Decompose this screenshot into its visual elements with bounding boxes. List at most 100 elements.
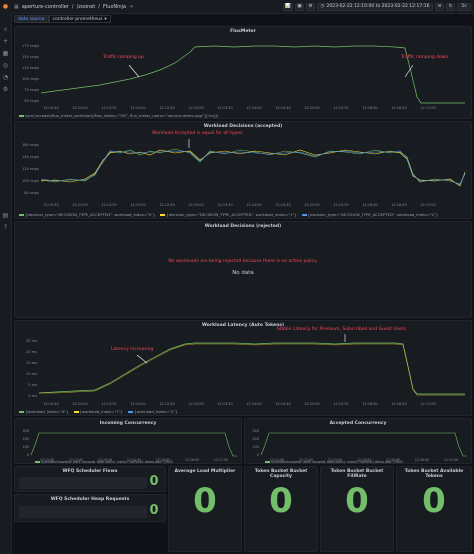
panel-workload-accepted[interactable]: Workload Decisions (accepted) 80 req/s 1… [14, 121, 472, 219]
legend: sum(rate(incoming_work_seconds_total{pol… [35, 460, 173, 463]
legend-item[interactable]: {workload_index="1"} [73, 409, 123, 414]
x-tick-label: 12:13:00 [98, 458, 112, 462]
legend-item[interactable]: {decision_type="DECISION_TYPE_ACCEPTED",… [301, 212, 438, 217]
panel-wfq-scheduler-flows[interactable]: WFQ Scheduler Flows 0 [14, 466, 166, 492]
help-icon[interactable]: ? [3, 224, 8, 231]
x-tick-label: 12:17:00 [420, 203, 435, 207]
x-tick-label: 12:10:30 [43, 402, 58, 406]
add-panel-button[interactable]: 📊 [283, 2, 293, 11]
fluxmeter-series-line [40, 45, 465, 104]
gridlines [39, 340, 465, 397]
x-tick-label: 12:15:00 [304, 106, 319, 110]
stat-value: 0 [345, 481, 369, 521]
stat-value: 0 [422, 481, 446, 521]
grafana-logo-icon[interactable]: ● [2, 3, 9, 10]
legend: sum(rate(accepted_work_seconds_total{pol… [265, 460, 403, 463]
panel-workload-rejected[interactable]: Workload Decisions (rejected) No workloa… [14, 221, 472, 318]
x-tick-label: 12:15:00 [304, 203, 319, 207]
y-tick-label: 0 ms [28, 394, 37, 398]
stat-value: 0 [149, 503, 159, 518]
legend-item[interactable]: sum(rate(incoming_work_seconds_total{pol… [35, 460, 173, 463]
search-icon[interactable]: ⌕ [3, 25, 8, 33]
legend-item[interactable]: sum(rate(accepted_work_seconds_total{pol… [265, 460, 403, 463]
accepted-concurrency-chart: 0 100 200 300 12:11:00 12:12:00 12:13:00… [253, 429, 467, 462]
y-tick-label: 150 req/s [22, 55, 39, 59]
x-tick-label: 12:13:30 [217, 203, 232, 207]
x-tick-label: 12:16:00 [415, 458, 429, 462]
x-tick-label: 12:13:00 [188, 203, 203, 207]
x-axis: 12:10:30 12:11:00 12:11:30 12:12:00 12:1… [43, 203, 435, 207]
document-icon[interactable]: ▤ [2, 212, 9, 219]
panel-wfq-heap-requests[interactable]: WFQ Scheduler Heap Requests 0 [14, 494, 166, 522]
panel-token-bucket-available[interactable]: Token Bucket Available Tokens 0 [396, 466, 472, 552]
plus-icon[interactable]: + [2, 38, 9, 45]
x-tick-label: 12:17:00 [420, 106, 435, 110]
top-navbar: ▦ aperture-controller / /zoonet / FluxNi… [11, 0, 474, 14]
breadcrumb-subfolder[interactable]: /zoonet [76, 3, 96, 10]
x-tick-label: 12:15:30 [333, 106, 348, 110]
x-tick-label: 12:17:00 [444, 458, 458, 462]
panel-incoming-concurrency[interactable]: Incoming Concurrency 0 100 200 300 12:11… [14, 418, 242, 464]
x-tick-label: 12:11:30 [101, 203, 116, 207]
alerting-icon[interactable]: ◔ [2, 74, 9, 81]
y-tick-label: 75 req/s [24, 88, 39, 92]
annotation-stable-latency: Stable Latency for Premium, Subscribed a… [277, 327, 406, 332]
panel-title: Workload Latency (Auto Tokens) [201, 323, 285, 328]
panel-accepted-concurrency[interactable]: Accepted Concurrency 0 100 200 300 12:11… [244, 418, 472, 464]
legend-item[interactable]: {decision_type="DECISION_TYPE_ACCEPTED",… [160, 212, 297, 217]
legend: {workload_index="0"} {workload_index="1"… [19, 409, 178, 414]
panel-fluxmeter[interactable]: FluxMeter 50 req/s 75 req/s 100 req/s 12… [14, 26, 472, 119]
panel-token-bucket-capacity[interactable]: Token Bucket Bucket Capacity 0 [244, 466, 318, 552]
incoming-series-line [30, 432, 237, 457]
x-axis: 12:10:30 12:11:00 12:11:30 12:12:00 12:1… [43, 402, 435, 406]
y-tick-label: 175 req/s [22, 44, 39, 48]
x-tick-label: 12:12:30 [159, 203, 174, 207]
time-picker[interactable]: ◷ 2023-02-22 12:10:00 to 2023-02-22 12:1… [317, 2, 433, 11]
panel-average-load-multiplier[interactable]: Average Load Multiplier 0 [168, 466, 242, 552]
accepted-series-0-line [40, 148, 466, 185]
x-tick-label: 12:11:00 [72, 402, 87, 406]
x-tick-label: 12:15:30 [333, 402, 348, 406]
datasource-variable-select[interactable]: controller-prometheus ▾ [48, 15, 111, 23]
datasource-variable-value: controller-prometheus [52, 16, 103, 22]
explore-icon[interactable]: ◎ [2, 62, 9, 69]
y-tick-label: 100 req/s [22, 179, 39, 183]
panel-workload-latency[interactable]: Workload Latency (Auto Tokens) 0 ms 5 ms… [14, 320, 472, 416]
x-tick-label: 12:17:00 [420, 402, 435, 406]
legend-item[interactable]: {workload_index="0"} [19, 409, 69, 414]
save-icon[interactable]: ▣ [295, 2, 304, 11]
breadcrumb-folder[interactable]: aperture-controller [21, 3, 69, 10]
settings-icon[interactable]: ⚙ [2, 86, 9, 93]
share-icon[interactable]: ⋖ [129, 3, 134, 10]
y-tick-label: 15 ms [26, 361, 37, 365]
panel-title: WFQ Scheduler Heap Requests [50, 497, 130, 502]
zoom-out-button[interactable]: ⊖ [435, 2, 444, 11]
annotation-latency-increasing: Latency increasing [111, 347, 154, 352]
stat-bar-background [19, 506, 147, 518]
legend-item[interactable]: sum(increase(flux_meter_workload{flow_st… [19, 113, 218, 118]
x-tick-label: 12:14:00 [246, 203, 261, 207]
x-tick-label: 12:14:00 [246, 402, 261, 406]
x-tick-label: 12:14:30 [275, 203, 290, 207]
settings-gear-icon[interactable]: ⚙ [306, 2, 315, 11]
annotation-arrow-left [136, 354, 148, 364]
y-tick-label: 0 [257, 453, 259, 457]
refresh-interval-select[interactable]: 5s [457, 2, 471, 11]
breadcrumb-dashboard[interactable]: FluxNinja [102, 3, 127, 10]
dashboards-icon[interactable]: ▦ [2, 50, 9, 57]
legend-item[interactable]: {workload_index="2"} [128, 409, 178, 414]
panel-token-bucket-fillrate[interactable]: Token Bucket Bucket FillRate 0 [320, 466, 394, 552]
legend-item[interactable]: {decision_type="DECISION_TYPE_ACCEPTED",… [19, 212, 155, 217]
x-tick-label: 12:17:00 [214, 458, 228, 462]
panel-title: Token Bucket Available Tokens [404, 469, 464, 479]
x-tick-label: 12:12:00 [130, 402, 145, 406]
accepted-chart: 80 req/s 100 req/s 120 req/s 140 req/s 1… [22, 139, 466, 207]
x-tick-label: 12:12:30 [159, 402, 174, 406]
time-range-label: 2023-02-22 12:10:00 to 2023-02-22 12:17:… [326, 4, 430, 9]
y-tick-label: 160 req/s [22, 143, 39, 147]
y-tick-label: 200 [253, 437, 259, 441]
y-tick-label: 120 req/s [22, 167, 39, 171]
legend: sum(increase(flux_meter_workload{flow_st… [19, 113, 218, 118]
refresh-button[interactable]: ↻ [446, 2, 455, 11]
y-tick-label: 10 ms [26, 372, 37, 376]
